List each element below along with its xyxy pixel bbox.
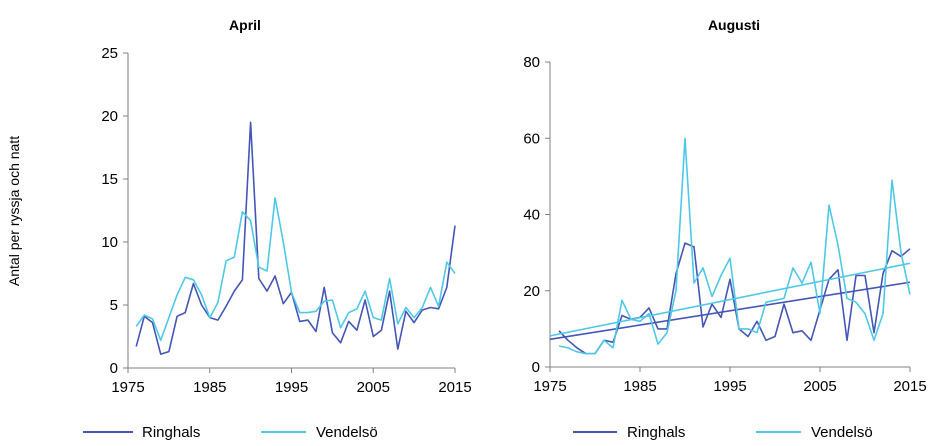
y-tick-label: 10 [101,234,118,251]
y-tick-label: 80 [523,54,540,71]
x-tick-label: 1995 [713,378,746,395]
x-tick-label: 2015 [893,378,926,395]
x-tick-label: 2015 [438,379,471,396]
series-line-ringhals [135,121,456,355]
x-tick-label: 1995 [275,379,308,396]
chart-title: Augusti [708,17,760,33]
y-tick-label: 15 [101,171,118,188]
y-axis-label: Antal per ryssja och natt [6,136,22,286]
trendline-vendels [549,262,911,337]
legend-label: Ringhals [627,424,685,441]
y-tick-label: 60 [523,130,540,147]
legend-label: Vendelsö [316,424,378,441]
trendline-ringhals [549,281,911,341]
x-tick-label: 1975 [111,379,144,396]
series-line-vendels [558,137,911,355]
y-tick-label: 5 [110,297,118,314]
legend-label: Vendelsö [811,424,873,441]
y-tick-label: 25 [101,45,118,62]
y-tick-label: 0 [110,360,118,377]
series-line-vendels [135,197,456,342]
chart-panel-augusti: Augusti 0 20 40 60 80 1975 1985 1995 2005 2015 Ring… [523,17,926,441]
x-tick-label: 1985 [193,379,226,396]
y-tick-label: 20 [101,108,118,125]
x-tick-label: 2005 [357,379,390,396]
y-tick-label: 20 [523,283,540,300]
x-tick-label: 1975 [533,378,566,395]
y-tick-label: 0 [532,359,540,376]
chart-panel-april: April 0 5 10 15 20 25 1975 1985 1995 2005 2015 Ringh… [83,17,472,441]
y-tick-label: 40 [523,207,540,224]
x-tick-label: 1985 [623,378,656,395]
x-tick-label: 2005 [803,378,836,395]
chart-title: April [229,17,261,33]
legend-label: Ringhals [142,424,200,441]
